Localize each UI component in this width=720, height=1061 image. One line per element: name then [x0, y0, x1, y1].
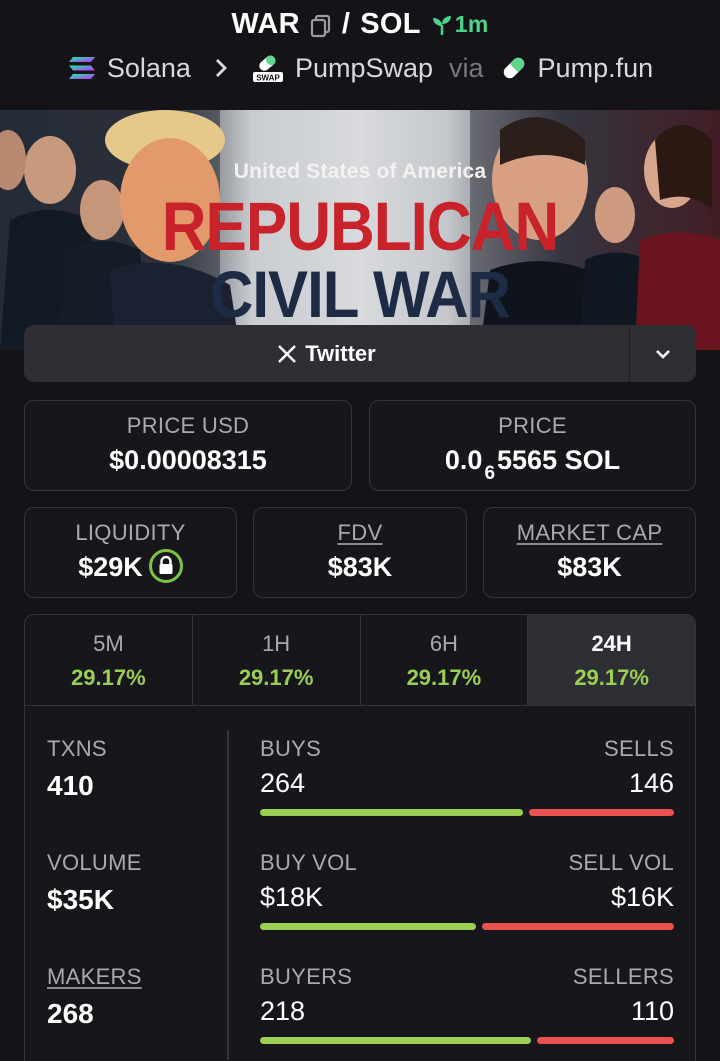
buyers-label: BUYERS — [260, 964, 353, 989]
pill-icon — [503, 57, 524, 79]
fdv-value: $83K — [327, 552, 393, 582]
chevron-down-icon — [656, 349, 670, 359]
buyers-bar-fill — [260, 1037, 531, 1044]
tab-1h[interactable]: 1H 29.17% — [193, 615, 361, 705]
sellers-label: SELLERS — [572, 964, 674, 989]
twitter-label: Twitter — [305, 340, 376, 366]
buy-vol-value: $18K — [260, 882, 324, 912]
volume-label: VOLUME — [47, 850, 142, 875]
banner-title-line2: CIVIL WAR — [210, 257, 511, 332]
pumpswap-icon: SWAP — [252, 55, 283, 83]
banner-subtitle: United States of America — [233, 160, 487, 183]
buy-vol-bar-fill — [260, 923, 476, 930]
tab-24h[interactable]: 24H 29.17% — [528, 615, 695, 705]
liquidity-label: LIQUIDITY — [75, 520, 186, 545]
price-usd-label: PRICE USD — [126, 413, 250, 438]
social-links-bar: Twitter — [24, 325, 696, 382]
pair-age-value: 1m — [454, 11, 489, 37]
volume-split: BUY VOL SELL VOL $18K $16K — [260, 850, 674, 930]
chain-link[interactable]: Solana — [106, 52, 191, 83]
dex-link[interactable]: PumpSwap — [294, 52, 434, 83]
twitter-button[interactable]: Twitter — [24, 325, 629, 382]
buys-value: 264 — [260, 768, 306, 798]
sells-value: 146 — [628, 768, 674, 798]
price-native-prefix: 0.0 — [444, 445, 483, 475]
pair-title: WAR / SOL 1m — [0, 8, 720, 41]
txns-stat: TXNS 410 — [47, 736, 107, 802]
x-logo-icon — [278, 344, 297, 363]
liquidity-card: LIQUIDITY $29K — [24, 507, 237, 598]
tab-label: 6H — [429, 631, 458, 656]
price-native-value: 0.0 65565 SOL — [370, 445, 695, 484]
fdv-card[interactable]: FDV $83K — [253, 507, 467, 598]
price-usd-card: PRICE USD $0.00008315 — [24, 400, 352, 491]
volume-value: $35K — [47, 884, 114, 915]
tab-label: 5M — [93, 631, 124, 656]
volume-bar — [260, 923, 674, 930]
txns-value: 410 — [47, 770, 94, 801]
pumpswap-badge-text: SWAP — [256, 74, 280, 83]
price-native-card: PRICE 0.0 65565 SOL — [369, 400, 696, 491]
price-native-label: PRICE — [498, 413, 567, 438]
buyers-value: 218 — [260, 996, 306, 1026]
breadcrumb: Solana SWAP PumpSwap via Pump.fun — [0, 52, 720, 84]
volume-stat: VOLUME $35K — [47, 850, 142, 916]
launchpad-link[interactable]: Pump.fun — [537, 52, 654, 83]
panel-divider — [227, 730, 229, 1060]
pair-age: 1m — [431, 11, 489, 38]
sellers-bar-fill — [537, 1037, 674, 1044]
more-links-button[interactable] — [629, 325, 696, 382]
buys-sells-bar — [260, 809, 674, 816]
market-cap-value: $83K — [557, 552, 622, 582]
sell-vol-label: SELL VOL — [568, 850, 674, 875]
transactions-panel: TXNS 410 VOLUME $35K MAKERS 268 BUYS SEL… — [24, 706, 696, 1061]
buys-sells-split: BUYS SELLS 264 146 — [260, 736, 674, 816]
market-cap-card[interactable]: MARKET CAP $83K — [483, 507, 696, 598]
buys-bar-fill — [260, 809, 523, 816]
banner-artwork — [0, 110, 720, 350]
makers-bar — [260, 1037, 674, 1044]
sells-bar-fill — [529, 809, 674, 816]
price-usd-value: $0.00008315 — [109, 445, 267, 475]
price-change: 29.17% — [406, 665, 482, 690]
pair-header: WAR / SOL 1m — [0, 0, 720, 110]
sell-vol-bar-fill — [482, 923, 674, 930]
banner-title-line1: REPUBLICAN — [161, 189, 559, 266]
tab-label: 1H — [262, 631, 291, 656]
makers-value: 268 — [47, 998, 94, 1029]
makers-split: BUYERS SELLERS 218 110 — [260, 964, 674, 1044]
solana-icon — [68, 57, 95, 79]
sells-label: SELLS — [604, 736, 674, 761]
quote-token-symbol: SOL — [360, 8, 421, 40]
price-change: 29.17% — [238, 665, 314, 690]
fdv-label[interactable]: FDV — [337, 520, 383, 545]
liquidity-value-row: $29K — [25, 549, 236, 586]
price-native-suffix: 5565 SOL — [497, 445, 621, 475]
buy-vol-label: BUY VOL — [260, 850, 358, 875]
buys-label: BUYS — [260, 736, 322, 761]
tab-label: 24H — [591, 631, 632, 656]
price-native-zero-count: 6 — [484, 463, 496, 484]
via-label: via — [449, 52, 484, 83]
price-change: 29.17% — [574, 665, 649, 690]
price-change: 29.17% — [71, 665, 146, 690]
sellers-value: 110 — [630, 996, 674, 1026]
pair-separator: / — [341, 8, 351, 40]
sprout-icon — [432, 15, 451, 35]
copy-icon[interactable] — [310, 13, 332, 37]
sell-vol-value: $16K — [610, 882, 674, 912]
tab-6h[interactable]: 6H 29.17% — [361, 615, 529, 705]
chevron-right-icon — [215, 59, 227, 77]
market-cap-label[interactable]: MARKET CAP — [516, 520, 663, 545]
lock-icon[interactable] — [148, 549, 183, 583]
makers-label[interactable]: MAKERS — [47, 964, 142, 989]
token-banner-image: United States of America REPUBLICAN CIVI… — [0, 110, 720, 350]
txns-label: TXNS — [47, 736, 107, 761]
timeframe-tabs: 5M 29.17% 1H 29.17% 6H 29.17% 24H 29.17% — [24, 614, 696, 706]
makers-stat[interactable]: MAKERS 268 — [47, 964, 142, 1030]
base-token-symbol: WAR — [231, 8, 300, 40]
liquidity-value: $29K — [78, 552, 143, 583]
tab-5m[interactable]: 5M 29.17% — [25, 615, 193, 705]
